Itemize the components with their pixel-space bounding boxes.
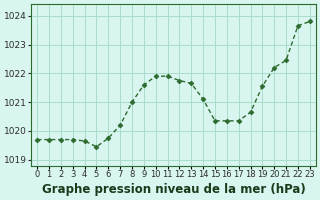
X-axis label: Graphe pression niveau de la mer (hPa): Graphe pression niveau de la mer (hPa) bbox=[42, 183, 305, 196]
